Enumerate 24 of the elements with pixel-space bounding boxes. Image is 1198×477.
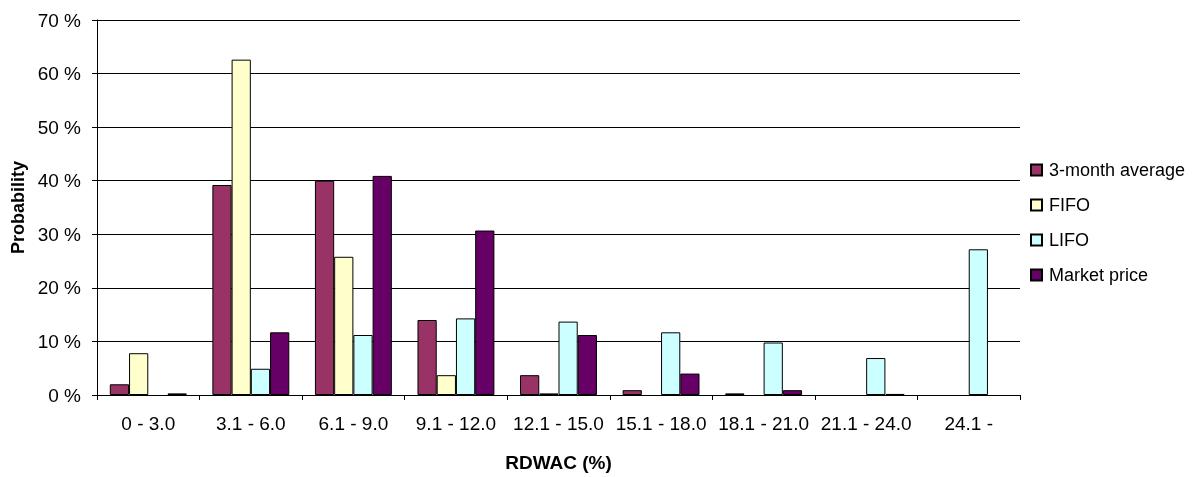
legend-label: LIFO xyxy=(1049,230,1090,250)
x-tick-label: 9.1 - 12.0 xyxy=(415,413,497,434)
bar xyxy=(622,390,642,395)
y-tick-label: 40 % xyxy=(37,170,82,192)
x-tick-label: 3.1 - 6.0 xyxy=(215,413,286,434)
y-tick-label: 60 % xyxy=(37,63,82,85)
y-axis-title: Probability xyxy=(7,160,28,255)
y-tick-label: 70 % xyxy=(37,9,82,31)
y-tick-label: 30 % xyxy=(37,223,82,245)
x-tick-label: 15.1 - 18.0 xyxy=(615,413,707,434)
y-tick-label: 20 % xyxy=(37,277,82,299)
y-tick-label: 0 % xyxy=(48,384,82,406)
y-tick-label: 10 % xyxy=(37,330,82,352)
x-tick-label: 24.1 - xyxy=(944,413,994,434)
x-axis-title: RDWAC (%) xyxy=(505,452,612,473)
x-tick-label: 0 - 3.0 xyxy=(121,413,176,434)
legend-label: Market price xyxy=(1049,265,1149,285)
legend-label: FIFO xyxy=(1049,195,1090,215)
x-tick-label: 21.1 - 24.0 xyxy=(820,413,912,434)
x-tick-label: 12.1 - 15.0 xyxy=(513,413,604,434)
x-tick-label: 18.1 - 21.0 xyxy=(718,413,810,434)
legend-label: 3-month average xyxy=(1049,160,1186,180)
x-tick-label: 6.1 - 9.0 xyxy=(318,413,389,434)
y-tick-label: 50 % xyxy=(37,116,82,138)
